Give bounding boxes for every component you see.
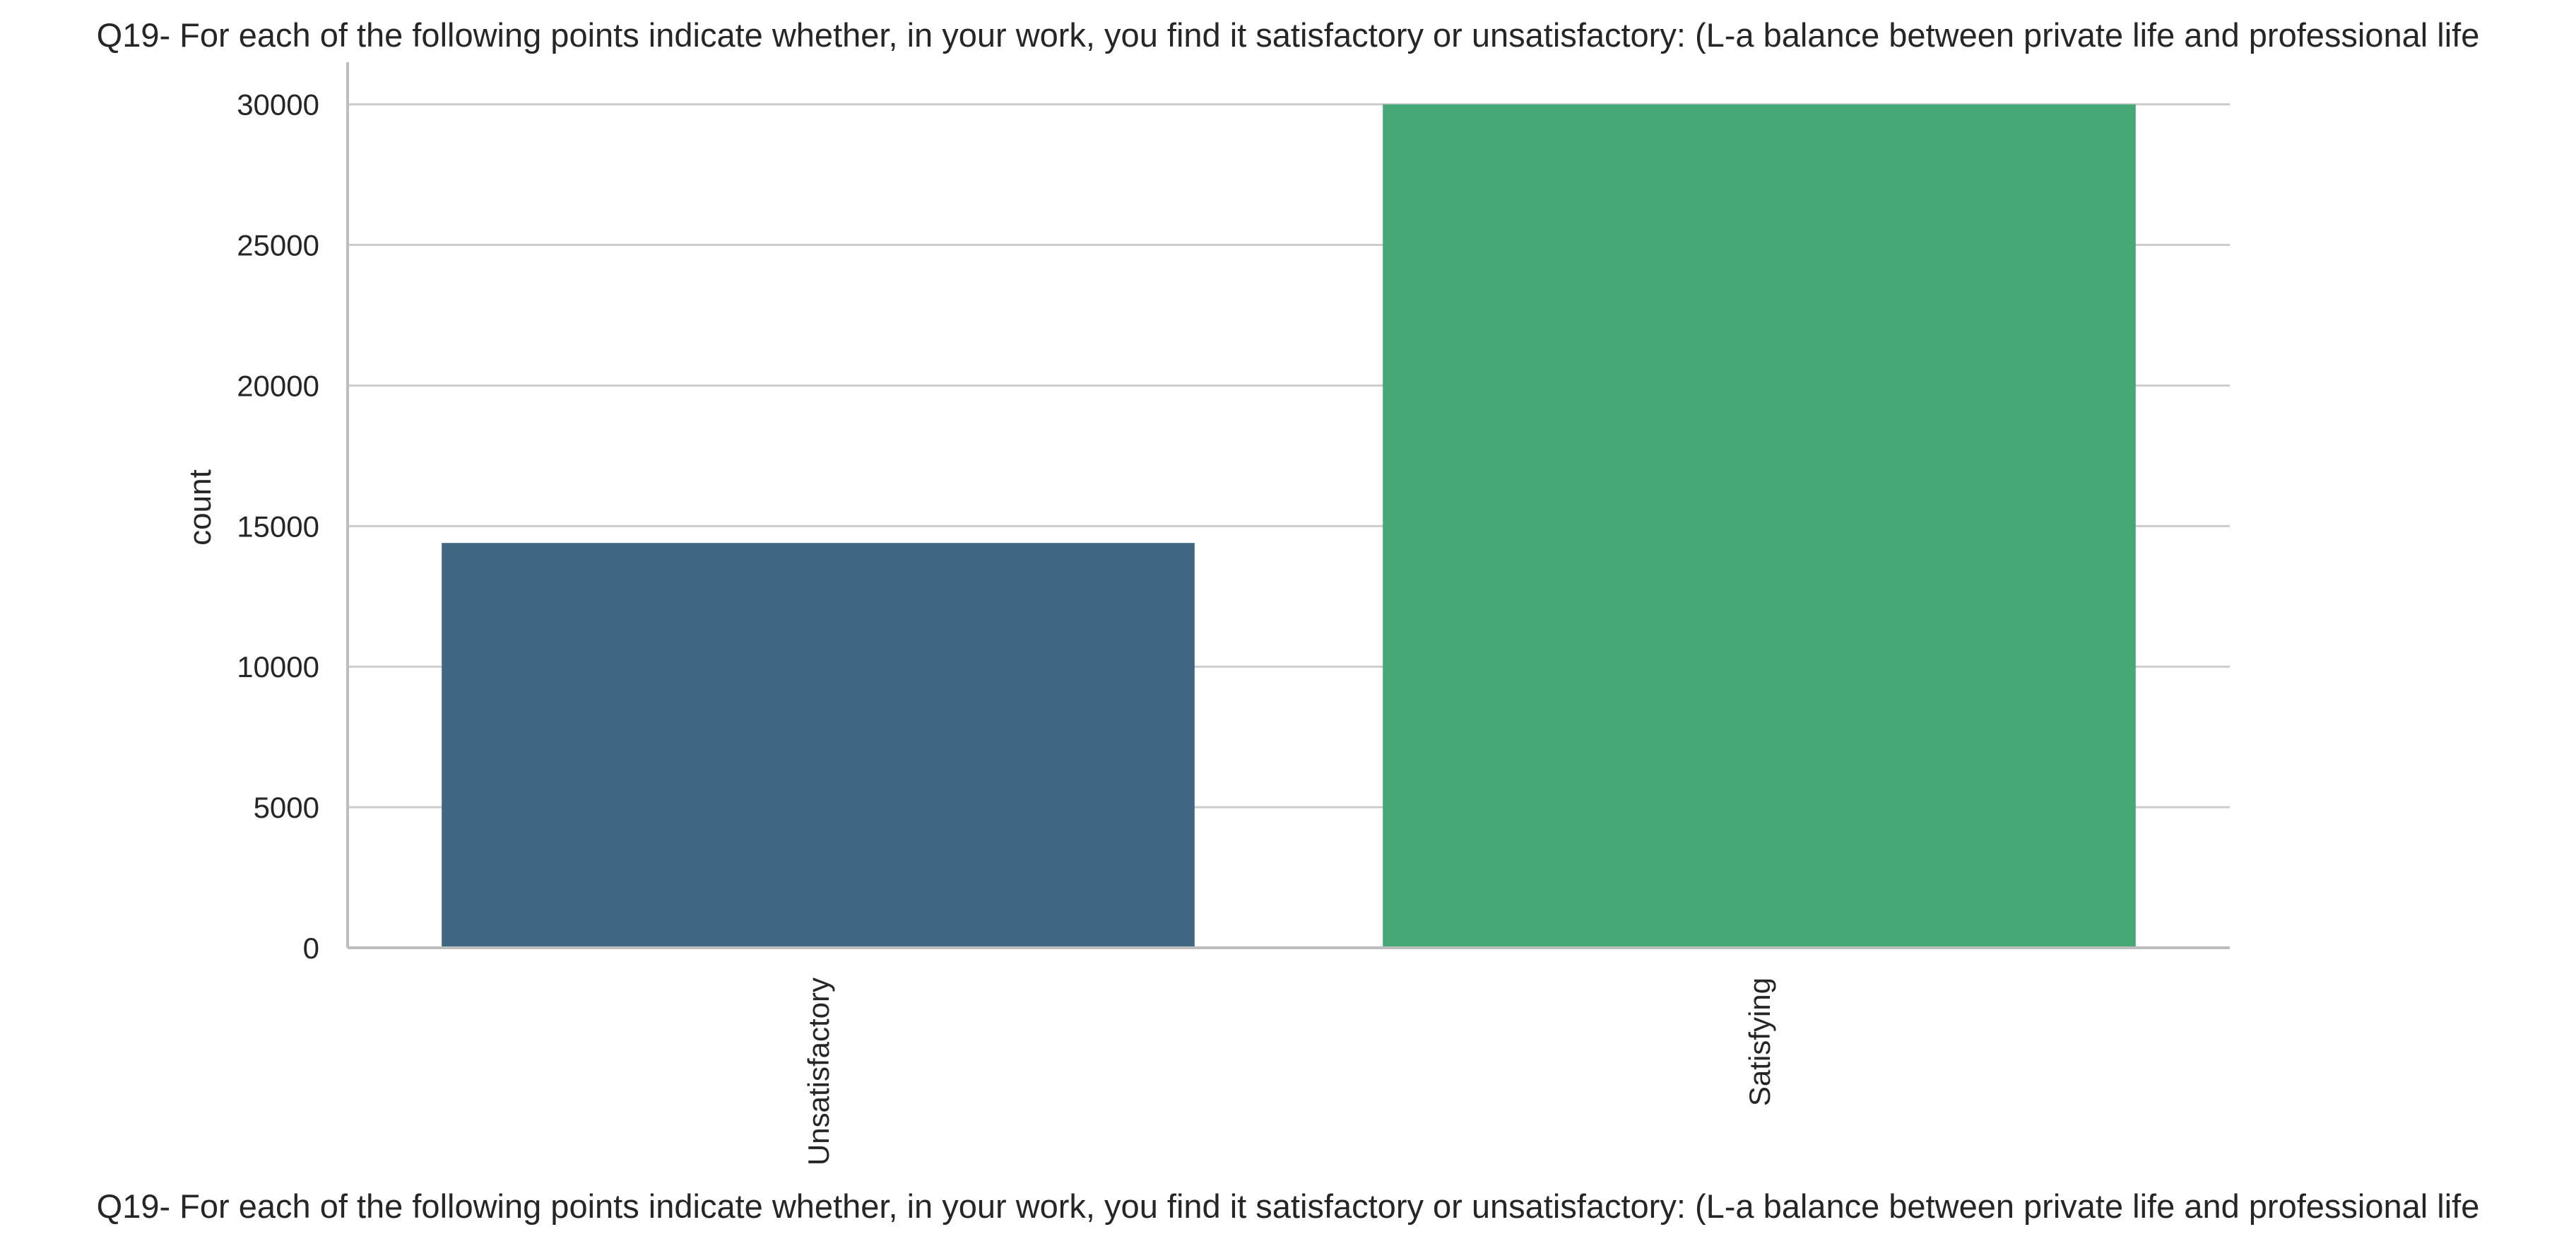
bar-unsatisfactory bbox=[442, 543, 1195, 948]
y-tick-label: 0 bbox=[303, 932, 319, 965]
x-axis-title: Q19- For each of the following points in… bbox=[97, 1187, 2480, 1225]
y-tick-label: 20000 bbox=[237, 369, 319, 402]
chart-title: Q19- For each of the following points in… bbox=[97, 16, 2480, 54]
y-tick-label: 25000 bbox=[237, 229, 319, 262]
x-tick-labels: Unsatisfactory Satisfying bbox=[802, 977, 1776, 1165]
y-tick-labels: 0 5000 10000 15000 20000 25000 30000 bbox=[237, 88, 319, 965]
axes bbox=[346, 62, 2230, 949]
y-tick-label: 5000 bbox=[254, 791, 319, 824]
bar-satisfying bbox=[1383, 104, 2136, 948]
x-tick-label: Satisfying bbox=[1743, 977, 1776, 1106]
x-tick-label: Unsatisfactory bbox=[802, 977, 835, 1165]
bars bbox=[442, 104, 2136, 948]
y-axis-label: count bbox=[183, 469, 218, 546]
y-tick-label: 10000 bbox=[237, 650, 319, 683]
y-tick-label: 15000 bbox=[237, 510, 319, 543]
y-tick-label: 30000 bbox=[237, 88, 319, 122]
